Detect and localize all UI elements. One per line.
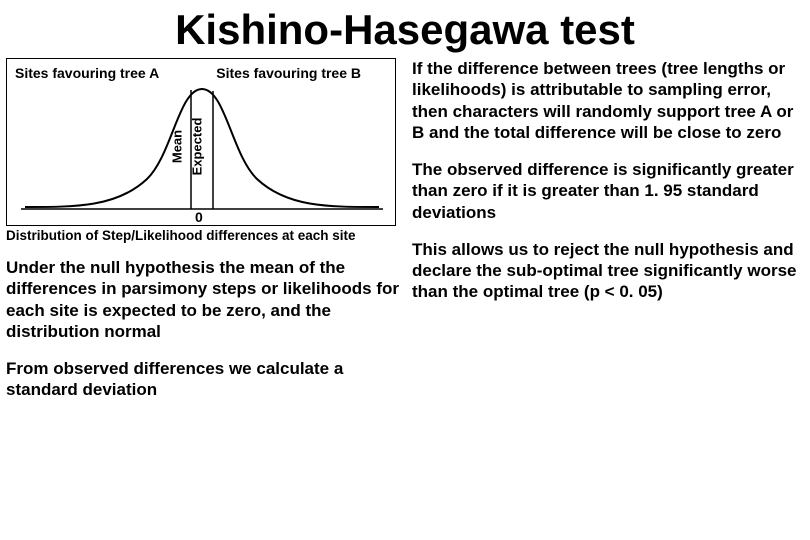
right-paragraph-1: If the difference between trees (tree le… bbox=[412, 58, 804, 143]
left-column: Sites favouring tree A Sites favouring t… bbox=[6, 58, 406, 417]
expected-axis-label: Expected bbox=[190, 97, 205, 197]
mean-axis-label: Mean bbox=[170, 97, 185, 197]
chart-label-a: Sites favouring tree A bbox=[15, 65, 159, 81]
bell-curve-chart: Sites favouring tree A Sites favouring t… bbox=[6, 58, 396, 226]
chart-caption: Distribution of Step/Likelihood differen… bbox=[6, 228, 406, 243]
left-paragraph-2: From observed differences we calculate a… bbox=[6, 358, 406, 401]
right-column: If the difference between trees (tree le… bbox=[406, 58, 804, 417]
page-title: Kishino-Hasegawa test bbox=[0, 0, 810, 58]
zero-label: 0 bbox=[195, 209, 203, 225]
right-paragraph-2: The observed difference is significantly… bbox=[412, 159, 804, 223]
content-area: Sites favouring tree A Sites favouring t… bbox=[0, 58, 810, 417]
left-paragraph-1: Under the null hypothesis the mean of th… bbox=[6, 257, 406, 342]
right-paragraph-3: This allows us to reject the null hypoth… bbox=[412, 239, 804, 303]
chart-label-b: Sites favouring tree B bbox=[216, 65, 361, 81]
